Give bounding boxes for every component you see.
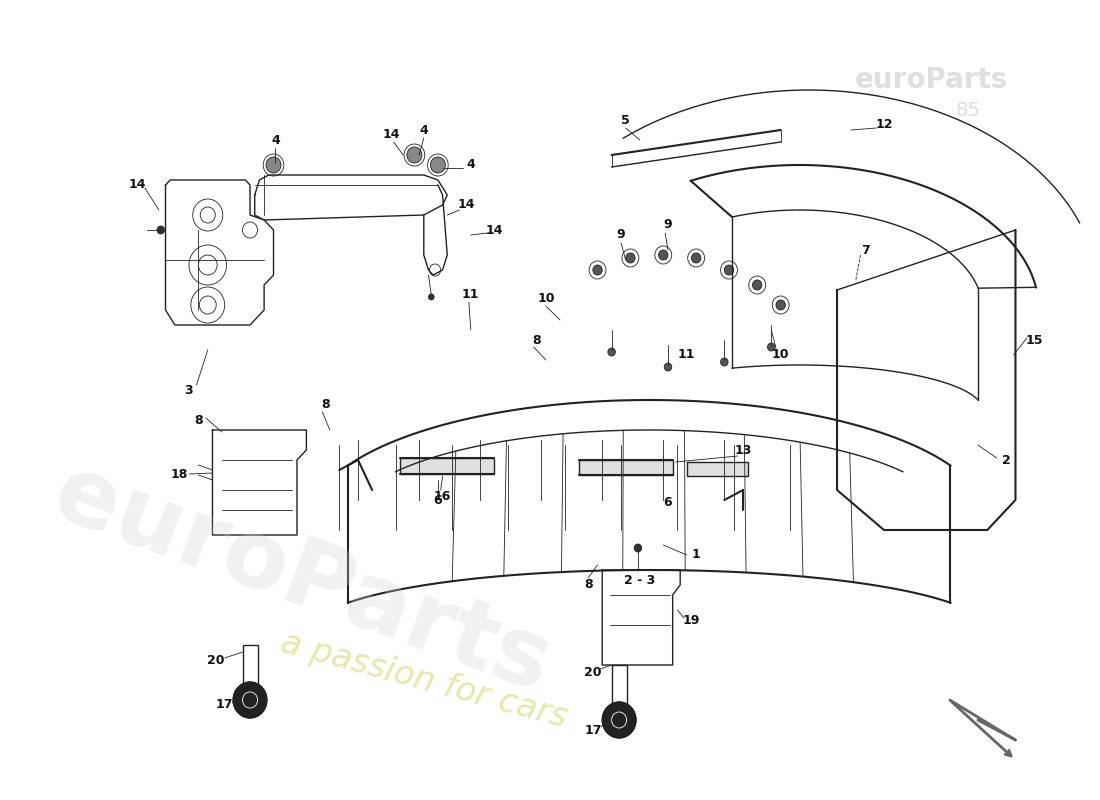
Text: 7: 7: [861, 243, 870, 257]
Text: 9: 9: [617, 229, 625, 242]
Text: 20: 20: [207, 654, 224, 666]
Text: 3: 3: [185, 383, 194, 397]
Text: 9: 9: [663, 218, 672, 231]
Text: 5: 5: [621, 114, 630, 126]
Bar: [686, 462, 748, 476]
Bar: [400, 458, 494, 474]
Text: 16: 16: [433, 490, 451, 503]
Circle shape: [233, 682, 267, 718]
Circle shape: [752, 280, 762, 290]
Text: 8: 8: [321, 398, 330, 411]
Text: 85: 85: [956, 101, 981, 119]
Text: 8: 8: [532, 334, 541, 346]
Circle shape: [776, 300, 785, 310]
Circle shape: [430, 157, 446, 173]
Circle shape: [593, 265, 602, 275]
Circle shape: [635, 544, 641, 552]
Circle shape: [407, 147, 422, 163]
Circle shape: [659, 250, 668, 260]
Text: 11: 11: [678, 349, 695, 362]
Text: 17: 17: [585, 723, 603, 737]
Circle shape: [664, 363, 672, 371]
Circle shape: [692, 253, 701, 263]
Text: 12: 12: [876, 118, 893, 131]
Bar: [242, 645, 257, 695]
Circle shape: [602, 702, 636, 738]
Text: 14: 14: [485, 223, 503, 237]
Text: 4: 4: [466, 158, 475, 171]
Circle shape: [429, 294, 434, 300]
Text: 19: 19: [683, 614, 700, 626]
Text: 8: 8: [194, 414, 202, 426]
Text: 6: 6: [663, 497, 672, 510]
Text: 4: 4: [271, 134, 279, 146]
Circle shape: [626, 253, 635, 263]
Circle shape: [768, 343, 776, 351]
Text: 14: 14: [129, 178, 146, 191]
Text: 11: 11: [462, 289, 480, 302]
Text: 2: 2: [1002, 454, 1011, 466]
Text: 2 - 3: 2 - 3: [624, 574, 656, 586]
Text: 10: 10: [772, 349, 790, 362]
Text: 6: 6: [433, 494, 442, 506]
Circle shape: [157, 226, 165, 234]
Circle shape: [724, 265, 734, 275]
Text: 8: 8: [584, 578, 593, 591]
Text: 18: 18: [170, 469, 188, 482]
Circle shape: [720, 358, 728, 366]
Text: euroParts: euroParts: [41, 448, 562, 712]
Text: 1: 1: [692, 549, 701, 562]
Circle shape: [608, 348, 615, 356]
Text: 15: 15: [1025, 334, 1043, 346]
Text: 4: 4: [419, 123, 428, 137]
Bar: [579, 460, 673, 475]
Text: a passion for cars: a passion for cars: [277, 626, 571, 734]
Text: 20: 20: [584, 666, 602, 678]
Text: 13: 13: [735, 443, 751, 457]
Text: 17: 17: [216, 698, 233, 711]
Text: 10: 10: [537, 291, 554, 305]
Bar: [612, 665, 627, 715]
Text: 14: 14: [382, 129, 399, 142]
Text: euroParts: euroParts: [855, 66, 1008, 94]
Text: 14: 14: [458, 198, 475, 211]
Circle shape: [266, 157, 280, 173]
